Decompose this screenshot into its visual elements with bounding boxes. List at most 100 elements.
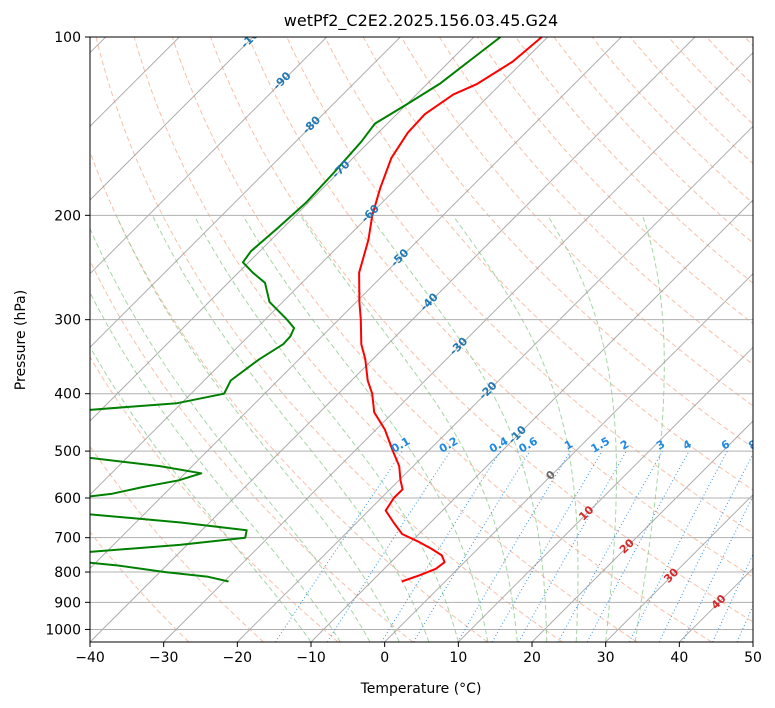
- mixing-ratio-line: [413, 450, 531, 642]
- isotherm: [310, 199, 753, 642]
- isotherm: [531, 420, 753, 642]
- x-tick-label: −30: [149, 650, 179, 666]
- moist-adiabat: [151, 215, 430, 642]
- y-tick-label: 600: [54, 491, 81, 507]
- sounding-series: [90, 37, 543, 583]
- moist-adiabat: [90, 346, 312, 642]
- x-axis-label: Temperature (°C): [360, 681, 482, 697]
- isotherm: [163, 51, 753, 642]
- dry-adiabat: [90, 445, 264, 642]
- isotherm: [90, 37, 623, 570]
- dry-adiabat: [324, 37, 753, 491]
- chart-title: wetPf2_C2E2.2025.156.03.45.G24: [284, 11, 558, 31]
- moist-adiabat: [115, 215, 400, 642]
- plot-area: 0.10.20.40.611.52346810131620253036-100-…: [90, 24, 775, 642]
- dry-adiabat: [476, 37, 753, 325]
- mixing-ratio-label: 1: [562, 438, 575, 453]
- y-tick-label: 300: [54, 313, 81, 329]
- dry-adiabat: [667, 37, 753, 125]
- dry-adiabat: [210, 37, 753, 623]
- dewpoint-profile-line: [90, 37, 502, 583]
- mixing-ratio-line: [712, 553, 753, 642]
- mixing-ratio-label: 0.2: [437, 435, 460, 456]
- mixing-ratio-line: [586, 450, 690, 642]
- mixing-ratio-label: 6: [719, 437, 732, 452]
- dry-adiabat: [90, 531, 190, 642]
- mixing-ratio-line: [275, 450, 403, 642]
- y-tick-label: 500: [54, 444, 81, 460]
- y-tick-label: 100: [54, 30, 81, 46]
- y-tick-label: 400: [54, 387, 81, 403]
- x-tick-label: 40: [670, 650, 688, 666]
- dry-adiabat: [553, 37, 753, 244]
- moist-adiabats: [90, 215, 665, 642]
- x-tick-label: 10: [449, 650, 467, 666]
- mixing-ratio-line: [766, 451, 775, 642]
- dry-adiabat: [90, 259, 414, 642]
- moist-adiabat: [90, 291, 341, 642]
- x-axis-ticks: −40 −30 −20 −10 0 10 20 30 40 50: [75, 642, 762, 666]
- x-tick-label: 30: [597, 650, 615, 666]
- dry-adiabat: [90, 150, 488, 642]
- moist-adiabat: [300, 215, 518, 642]
- y-tick-label: 200: [54, 208, 81, 224]
- dry-adiabat: [591, 37, 753, 204]
- x-tick-label: −10: [296, 650, 326, 666]
- isobars: [90, 37, 753, 630]
- plot-frame: [89, 36, 754, 643]
- x-tick-label: 0: [380, 650, 389, 666]
- mixing-ratio-label: 4: [681, 437, 694, 452]
- dry-adiabat: [90, 356, 339, 642]
- isotherm: [90, 37, 402, 349]
- isotherm: [236, 125, 753, 642]
- isotherm: [90, 37, 696, 642]
- dry-adiabat: [744, 37, 753, 47]
- y-tick-label: 1000: [45, 622, 81, 638]
- x-tick-label: −20: [223, 650, 253, 666]
- y-tick-label: 700: [54, 531, 81, 547]
- isotherm: [90, 37, 475, 422]
- dry-adiabat: [171, 37, 712, 642]
- mixing-ratio-line: [658, 453, 753, 642]
- mixing-ratio-line: [682, 495, 753, 642]
- isotherm: [752, 641, 753, 642]
- dry-adiabat: [400, 37, 753, 407]
- moist-adiabat: [547, 215, 617, 642]
- y-tick-label: 800: [54, 565, 81, 581]
- mixing-ratio-line: [628, 450, 728, 642]
- dry-adiabat: [248, 37, 753, 578]
- isotherms: [90, 37, 753, 642]
- mixing-ratio-label: 10: [764, 435, 775, 454]
- mixing-ratio-label: 3: [654, 438, 667, 453]
- mixing-ratio-label: 1.5: [589, 435, 612, 456]
- dry-adiabat: [705, 37, 753, 86]
- dry-adiabat: [133, 37, 638, 642]
- dry-adiabats: [90, 24, 775, 642]
- dry-adiabat: [770, 24, 775, 642]
- moist-adiabat: [634, 215, 665, 642]
- isotherm: [90, 37, 549, 496]
- mixing-ratio-line: [326, 450, 451, 642]
- y-tick-label: 900: [54, 595, 81, 611]
- x-tick-label: 20: [523, 650, 541, 666]
- mixing-ratio-line: [736, 604, 753, 642]
- dry-adiabat: [95, 37, 563, 642]
- dry-adiabat: [286, 37, 753, 534]
- isotherm: [457, 346, 753, 642]
- isotherm: [384, 272, 753, 642]
- temperature-profile-line: [358, 37, 543, 583]
- mixing-ratio-label: 8: [746, 438, 759, 453]
- moist-adiabat: [193, 215, 459, 642]
- y-axis-label: Pressure (hPa): [13, 290, 29, 390]
- mixing-ratio-line: [381, 450, 501, 642]
- dry-adiabat: [362, 37, 753, 449]
- mixing-ratio-lines: [275, 450, 775, 642]
- isotherm: [90, 37, 254, 201]
- dry-adiabat: [438, 37, 753, 366]
- x-tick-label: 50: [744, 650, 762, 666]
- isotherm: [605, 493, 753, 642]
- x-tick-label: −40: [75, 650, 105, 666]
- isotherm: [90, 37, 328, 275]
- y-axis-ticks: 100 200 300 400 500 600 700 800 900 1000: [45, 30, 90, 638]
